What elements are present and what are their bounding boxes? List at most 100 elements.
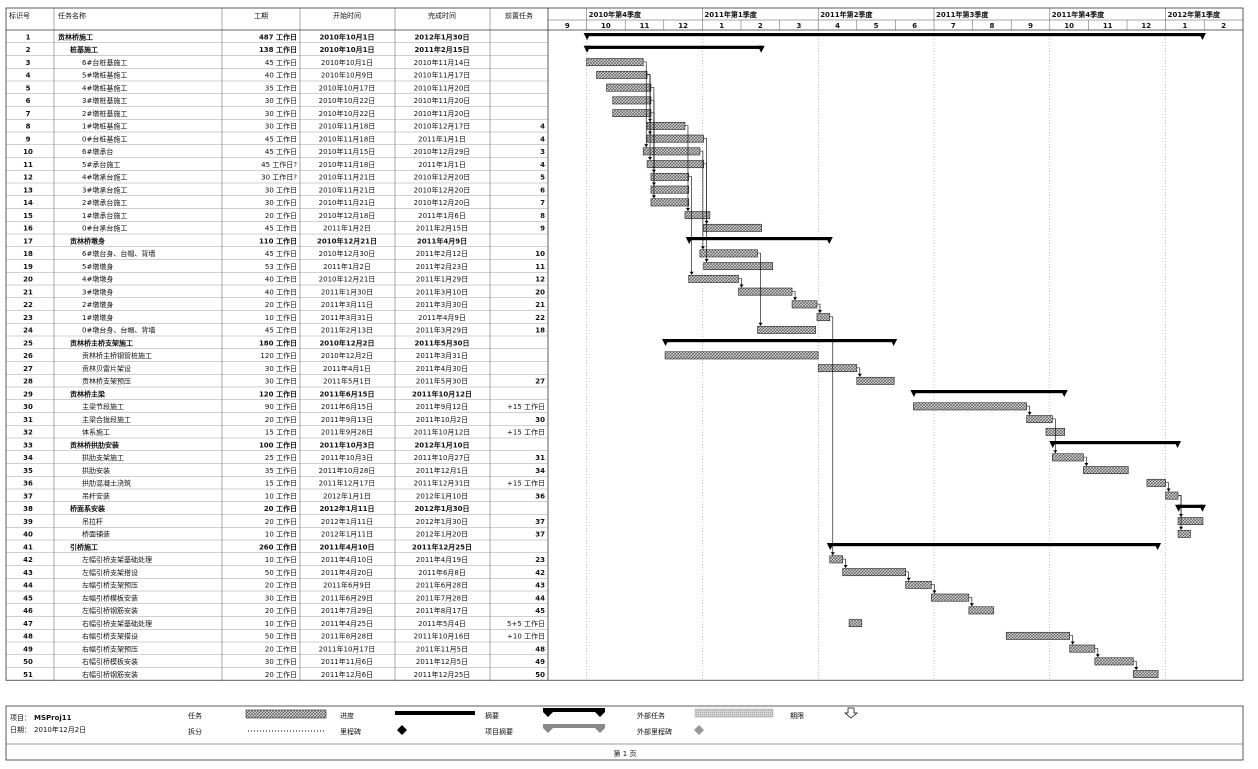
cell-start: 2011年7月29日 bbox=[321, 606, 373, 615]
cell-id: 10 bbox=[23, 148, 33, 156]
legend-label: 摘要 bbox=[485, 711, 499, 720]
link-arrowhead bbox=[793, 297, 798, 301]
dependency-link bbox=[650, 112, 655, 199]
quarter-label: 2012年第1季度 bbox=[1168, 10, 1221, 19]
cell-id: 14 bbox=[23, 199, 33, 207]
cell-start: 2010年11月15日 bbox=[319, 147, 376, 156]
task-bar bbox=[1165, 491, 1179, 500]
cell-id: 30 bbox=[23, 403, 33, 411]
cell-predecessor: 49 bbox=[535, 658, 545, 666]
summary-cap-right bbox=[825, 237, 833, 244]
summary-cap-left bbox=[910, 390, 918, 397]
link-arrowhead bbox=[932, 590, 937, 594]
cell-predecessor: 42 bbox=[535, 569, 545, 577]
cell-duration: 10 工作日 bbox=[265, 491, 297, 500]
legend-external-swatch bbox=[694, 708, 774, 718]
cell-id: 44 bbox=[23, 582, 33, 590]
cell-start: 2010年12月30日 bbox=[319, 249, 376, 258]
cell-finish: 2010年11月17日 bbox=[414, 71, 471, 80]
link-arrowhead bbox=[644, 144, 649, 148]
dependency-link bbox=[688, 176, 693, 275]
cell-predecessor: +15 工作日 bbox=[507, 428, 545, 437]
month-label: 5 bbox=[874, 22, 879, 30]
cell-finish: 2010年12月20日 bbox=[414, 185, 471, 194]
cell-task-name: 1#墩桩基施工 bbox=[82, 122, 127, 131]
task-bar bbox=[646, 160, 704, 169]
cell-id: 42 bbox=[23, 556, 33, 564]
month-label: 8 bbox=[989, 22, 994, 30]
cell-start: 2011年5月1日 bbox=[323, 377, 371, 386]
cell-id: 11 bbox=[23, 161, 33, 169]
cell-start: 2010年12月21日 bbox=[319, 275, 376, 284]
column-header: 前置任务 bbox=[505, 11, 533, 20]
link-arrowhead bbox=[758, 322, 763, 326]
cell-predecessor: 4 bbox=[540, 161, 545, 169]
cell-task-name: 5#承台施工 bbox=[82, 160, 120, 169]
cell-start: 2011年12月6日 bbox=[321, 670, 373, 679]
summary-cap-left bbox=[1175, 504, 1183, 512]
cell-finish: 2010年12月20日 bbox=[414, 173, 471, 182]
cell-duration: 487 工作日 bbox=[259, 32, 297, 41]
task-bar bbox=[596, 70, 648, 79]
cell-predecessor: 7 bbox=[540, 199, 545, 207]
cell-id: 9 bbox=[26, 135, 31, 143]
cell-predecessor: 36 bbox=[535, 492, 545, 500]
task-bar bbox=[1146, 478, 1166, 487]
cell-duration: 40 工作日 bbox=[265, 287, 297, 296]
month-label: 12 bbox=[678, 22, 688, 30]
summary-bar bbox=[586, 33, 1203, 37]
cell-predecessor: 31 bbox=[535, 454, 545, 462]
cell-finish: 2011年4月9日 bbox=[417, 236, 467, 245]
link-arrowhead bbox=[1053, 450, 1058, 454]
cell-duration: 40 工作日 bbox=[265, 275, 297, 284]
cell-predecessor: 9 bbox=[540, 225, 545, 233]
cell-start: 2011年6月15日 bbox=[321, 402, 373, 411]
cell-id: 8 bbox=[26, 123, 31, 131]
cell-predecessor: 8 bbox=[540, 212, 545, 220]
column-header: 工期 bbox=[254, 12, 268, 20]
cell-task-name: 右幅引桥支架搭设 bbox=[82, 632, 138, 641]
dependency-link bbox=[684, 125, 689, 211]
cell-start: 2010年10月22日 bbox=[319, 96, 376, 105]
cell-task-name: 3#墩墩身 bbox=[82, 287, 113, 296]
cell-duration: 110 工作日 bbox=[259, 236, 297, 245]
quarter-label: 2011年第3季度 bbox=[936, 10, 989, 19]
cell-duration: 20 工作日 bbox=[265, 606, 297, 615]
cell-finish: 2012年1月20日 bbox=[416, 530, 468, 539]
dependency-link bbox=[643, 61, 647, 148]
dependency-link bbox=[1052, 418, 1056, 454]
cell-task-name: 右幅引桥钢筋安装 bbox=[82, 670, 138, 679]
cell-predecessor: 21 bbox=[535, 301, 545, 309]
task-bar bbox=[650, 172, 690, 181]
task-bar bbox=[931, 593, 970, 602]
cell-finish: 2011年3月10日 bbox=[416, 287, 468, 296]
cell-task-name: 3#墩桩基施工 bbox=[82, 96, 127, 105]
cell-id: 32 bbox=[23, 429, 33, 437]
cell-duration: 35 工作日 bbox=[265, 466, 297, 475]
task-bar bbox=[1083, 466, 1129, 475]
cell-predecessor: 37 bbox=[535, 531, 545, 539]
cell-id: 24 bbox=[23, 327, 33, 335]
link-arrowhead bbox=[648, 157, 653, 160]
cell-id: 27 bbox=[23, 365, 33, 373]
task-bar bbox=[816, 313, 831, 322]
cell-predecessor: 18 bbox=[535, 327, 545, 335]
cell-id: 3 bbox=[26, 59, 31, 67]
cell-task-name: 左幅引桥支架预压 bbox=[82, 581, 138, 590]
cell-duration: 50 工作日 bbox=[265, 568, 297, 577]
cell-task-name: 1#墩墩身 bbox=[82, 313, 113, 322]
task-bar bbox=[905, 580, 932, 589]
cell-duration: 35 工作日 bbox=[265, 83, 297, 92]
cell-predecessor: 37 bbox=[535, 518, 545, 526]
cell-duration: 30 工作日 bbox=[265, 377, 297, 386]
cell-duration: 30 工作日 bbox=[265, 593, 297, 602]
month-label: 2 bbox=[758, 22, 763, 30]
cell-id: 16 bbox=[23, 225, 33, 233]
cell-id: 35 bbox=[23, 467, 33, 475]
quarter-label: 2011年第4季度 bbox=[1052, 10, 1105, 19]
link-arrowhead bbox=[1084, 463, 1089, 466]
cell-start: 2010年11月21日 bbox=[319, 185, 376, 194]
cell-start: 2010年10月22日 bbox=[319, 109, 376, 118]
cell-start: 2010年11月18日 bbox=[319, 160, 376, 169]
cell-finish: 2011年9月12日 bbox=[416, 402, 468, 411]
